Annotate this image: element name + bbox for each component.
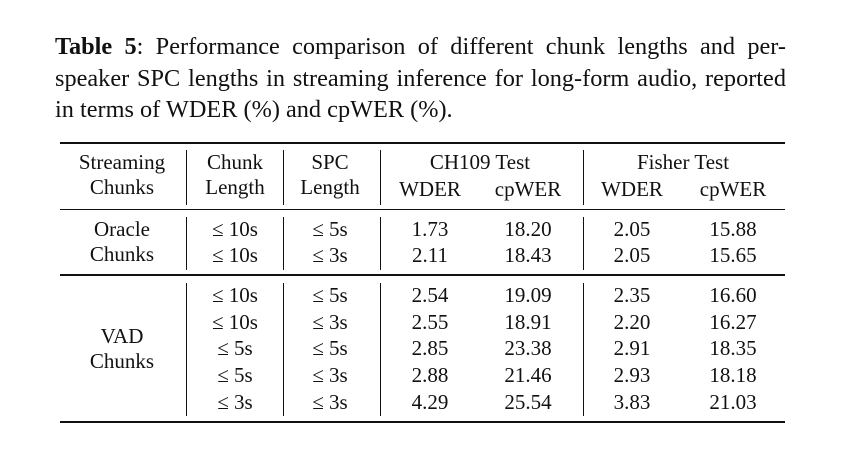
length-cell: ≤ 5s bbox=[217, 363, 253, 387]
column-rule bbox=[583, 217, 584, 270]
header-metric: WDER bbox=[601, 176, 663, 201]
value-cell: 16.60 bbox=[709, 282, 757, 307]
header-spc: SPC Length bbox=[300, 150, 360, 199]
column-rule bbox=[186, 283, 187, 417]
caption-text: : Performance comparison of different ch… bbox=[55, 33, 786, 123]
value-cell: 3.83 bbox=[613, 389, 651, 414]
value-cell: 18.91 bbox=[504, 309, 552, 334]
column-rule bbox=[380, 217, 381, 270]
header-streaming: Streaming Chunks bbox=[78, 150, 166, 199]
length-cell: ≤ 3s bbox=[217, 389, 253, 414]
length-cell: ≤ 5s bbox=[217, 336, 253, 361]
column-rule bbox=[283, 283, 284, 417]
value-cell: 18.18 bbox=[709, 363, 757, 387]
caption: Table 5: Performance comparison of diffe… bbox=[55, 31, 786, 126]
value-cell: 2.05 bbox=[613, 216, 651, 241]
bottom-rule bbox=[60, 421, 785, 423]
value-cell: 2.20 bbox=[613, 309, 651, 334]
caption-label: Table 5 bbox=[55, 33, 137, 60]
column-rule bbox=[583, 283, 584, 417]
value-cell: 18.43 bbox=[504, 243, 552, 268]
header-group: CH109 Test bbox=[429, 149, 531, 174]
header-metric: WDER bbox=[399, 176, 461, 201]
length-cell: ≤ 10s bbox=[212, 216, 258, 241]
length-cell: ≤ 3s bbox=[312, 389, 348, 414]
value-cell: 16.27 bbox=[709, 309, 757, 334]
length-cell: ≤ 5s bbox=[312, 336, 348, 361]
top-rule bbox=[60, 142, 785, 144]
column-rule bbox=[283, 150, 284, 205]
length-cell: ≤ 10s bbox=[212, 243, 258, 268]
mid-rule bbox=[60, 209, 785, 210]
value-cell: 2.05 bbox=[613, 243, 651, 268]
value-cell: 2.54 bbox=[411, 282, 449, 307]
header-metric: cpWER bbox=[699, 176, 767, 201]
value-cell: 2.11 bbox=[412, 243, 448, 268]
value-cell: 21.03 bbox=[709, 389, 757, 414]
section-label: Oracle Chunks bbox=[89, 217, 155, 267]
value-cell: 25.54 bbox=[504, 389, 552, 414]
length-cell: ≤ 10s bbox=[212, 282, 258, 307]
length-cell: ≤ 3s bbox=[312, 309, 348, 334]
value-cell: 21.46 bbox=[504, 363, 552, 387]
column-rule bbox=[380, 150, 381, 205]
length-cell: ≤ 5s bbox=[312, 282, 348, 307]
value-cell: 2.88 bbox=[411, 363, 449, 387]
value-cell: 2.55 bbox=[411, 309, 449, 334]
length-cell: ≤ 3s bbox=[312, 243, 348, 268]
value-cell: 19.09 bbox=[504, 282, 552, 307]
value-cell: 15.65 bbox=[709, 243, 757, 268]
length-cell: ≤ 5s bbox=[312, 216, 348, 241]
header-chunk: Chunk Length bbox=[205, 150, 265, 199]
column-rule bbox=[283, 217, 284, 270]
value-cell: 2.35 bbox=[613, 282, 651, 307]
header-metric: cpWER bbox=[494, 176, 562, 201]
header-group: Fisher Test bbox=[636, 149, 730, 174]
section-label: VAD Chunks bbox=[89, 323, 155, 373]
column-rule bbox=[186, 217, 187, 270]
value-cell: 23.38 bbox=[504, 336, 552, 361]
column-rule bbox=[186, 150, 187, 205]
length-cell: ≤ 10s bbox=[212, 309, 258, 334]
column-rule bbox=[583, 150, 584, 205]
section-rule bbox=[60, 274, 785, 276]
value-cell: 2.85 bbox=[411, 336, 449, 361]
value-cell: 1.73 bbox=[411, 216, 449, 241]
value-cell: 18.20 bbox=[504, 216, 552, 241]
value-cell: 15.88 bbox=[709, 216, 757, 241]
value-cell: 4.29 bbox=[411, 389, 449, 414]
value-cell: 2.93 bbox=[613, 363, 651, 387]
value-cell: 18.35 bbox=[709, 336, 757, 361]
value-cell: 2.91 bbox=[613, 336, 651, 361]
length-cell: ≤ 3s bbox=[312, 363, 348, 387]
column-rule bbox=[380, 283, 381, 417]
